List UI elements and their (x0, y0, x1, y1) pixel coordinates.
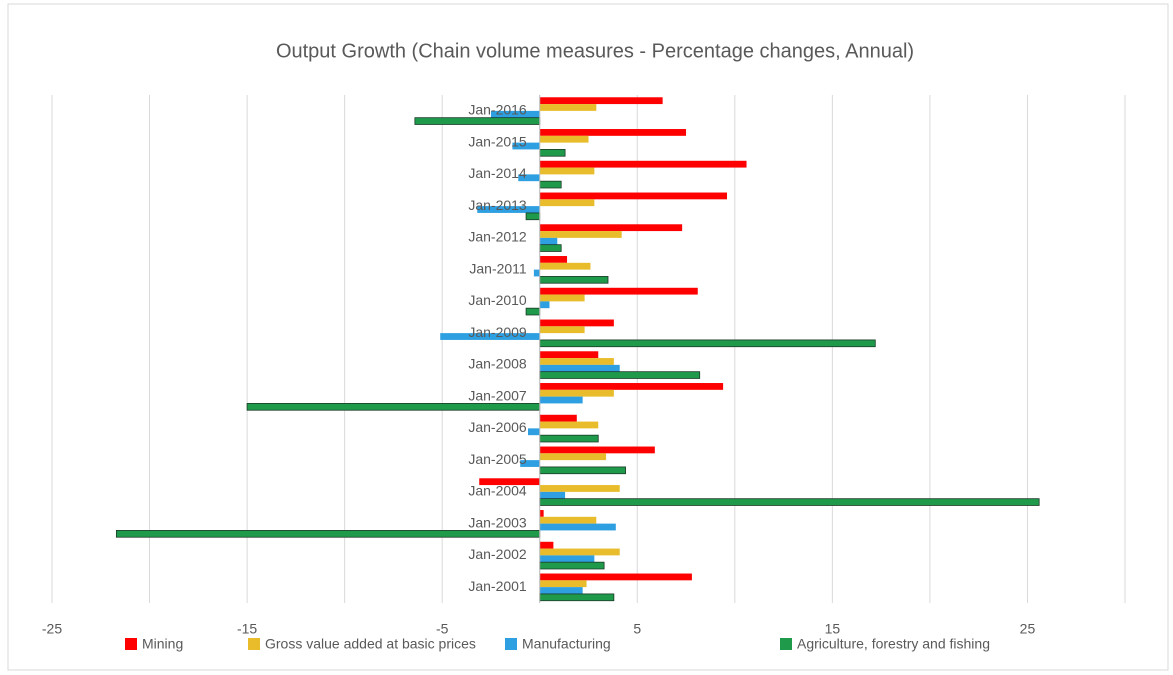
x-tick-label: -5 (436, 621, 449, 637)
bar (539, 396, 583, 404)
x-tick-label: 5 (633, 621, 641, 637)
y-tick-label: Jan-2006 (468, 419, 527, 435)
bar (440, 333, 540, 340)
bar (539, 231, 622, 238)
y-tick-label: Jan-2005 (468, 451, 527, 467)
y-tick-label: Jan-2003 (468, 514, 527, 530)
bar (539, 256, 568, 263)
bar (539, 414, 577, 422)
bar (539, 244, 562, 252)
bar (539, 541, 554, 549)
y-tick-label: Jan-2016 (468, 102, 527, 118)
bar (539, 192, 728, 200)
bar (539, 319, 614, 327)
legend-swatch (505, 638, 517, 650)
bar (539, 510, 544, 517)
x-tick-label: -15 (237, 621, 257, 637)
y-tick-label: Jan-2014 (468, 165, 527, 181)
bar (539, 498, 1040, 506)
y-tick-label: Jan-2004 (468, 483, 527, 499)
bar (539, 573, 692, 581)
bar (539, 180, 562, 189)
y-tick-label: Jan-2008 (468, 356, 527, 372)
bar (539, 237, 558, 245)
bar (539, 446, 655, 454)
bar (539, 548, 620, 556)
bar (539, 199, 595, 207)
bar (539, 149, 566, 157)
y-tick-label: Jan-2011 (469, 260, 527, 276)
bar (539, 523, 616, 531)
bar (539, 421, 599, 429)
bar (539, 587, 583, 594)
bar (539, 434, 599, 443)
bar (539, 580, 587, 588)
bar (539, 351, 599, 359)
bar (525, 212, 541, 221)
legend-swatch (780, 638, 792, 650)
y-tick-label: Jan-2001 (468, 578, 527, 594)
bar (539, 389, 614, 397)
legend-label: Mining (142, 636, 183, 652)
bar (539, 516, 597, 524)
bar (539, 371, 701, 379)
bar (539, 326, 585, 334)
chart-title: Output Growth (Chain volume measures - P… (276, 40, 914, 62)
bar (539, 276, 609, 284)
bar (539, 287, 698, 295)
bar (539, 301, 550, 309)
y-tick-label: Jan-2010 (468, 292, 527, 308)
bar (518, 174, 540, 182)
bar (539, 383, 724, 390)
y-tick-label: Jan-2007 (468, 387, 527, 403)
bar (539, 491, 566, 499)
bar (414, 117, 541, 125)
bar (539, 294, 585, 302)
x-tick-label: 15 (825, 621, 841, 637)
bar (539, 466, 626, 475)
bar (539, 453, 607, 461)
bar (539, 129, 687, 136)
y-tick-label: Jan-2009 (468, 324, 527, 340)
bar (539, 167, 595, 175)
bar (539, 135, 589, 143)
bar (246, 403, 541, 411)
bar (539, 485, 620, 492)
bar (539, 262, 591, 270)
legend-label: Gross value added at basic prices (265, 636, 476, 652)
legend-label: Manufacturing (522, 636, 611, 652)
legend-label: Agriculture, forestry and fishing (797, 636, 990, 652)
x-tick-label: 25 (1020, 621, 1036, 637)
y-tick-label: Jan-2012 (468, 229, 527, 245)
bar (512, 142, 540, 150)
bar (539, 364, 620, 372)
bar (490, 110, 540, 118)
y-tick-label: Jan-2015 (468, 133, 527, 149)
bar (115, 530, 541, 538)
bar (539, 104, 597, 111)
bar (528, 428, 540, 436)
bar (539, 160, 747, 168)
y-tick-label: Jan-2002 (468, 546, 527, 562)
bar (539, 224, 683, 232)
bar (539, 555, 595, 563)
x-tick-label: -25 (42, 621, 62, 637)
bar (533, 269, 540, 277)
bar (477, 206, 540, 213)
legend-swatch (125, 638, 137, 650)
bar (539, 339, 876, 348)
bar (520, 460, 540, 467)
y-tick-label: Jan-2013 (468, 197, 527, 213)
bar (539, 358, 614, 365)
bar (539, 593, 615, 602)
bar (539, 561, 605, 570)
bar (539, 97, 663, 105)
legend-swatch (248, 638, 260, 650)
bar (525, 307, 541, 316)
bar (479, 478, 540, 486)
